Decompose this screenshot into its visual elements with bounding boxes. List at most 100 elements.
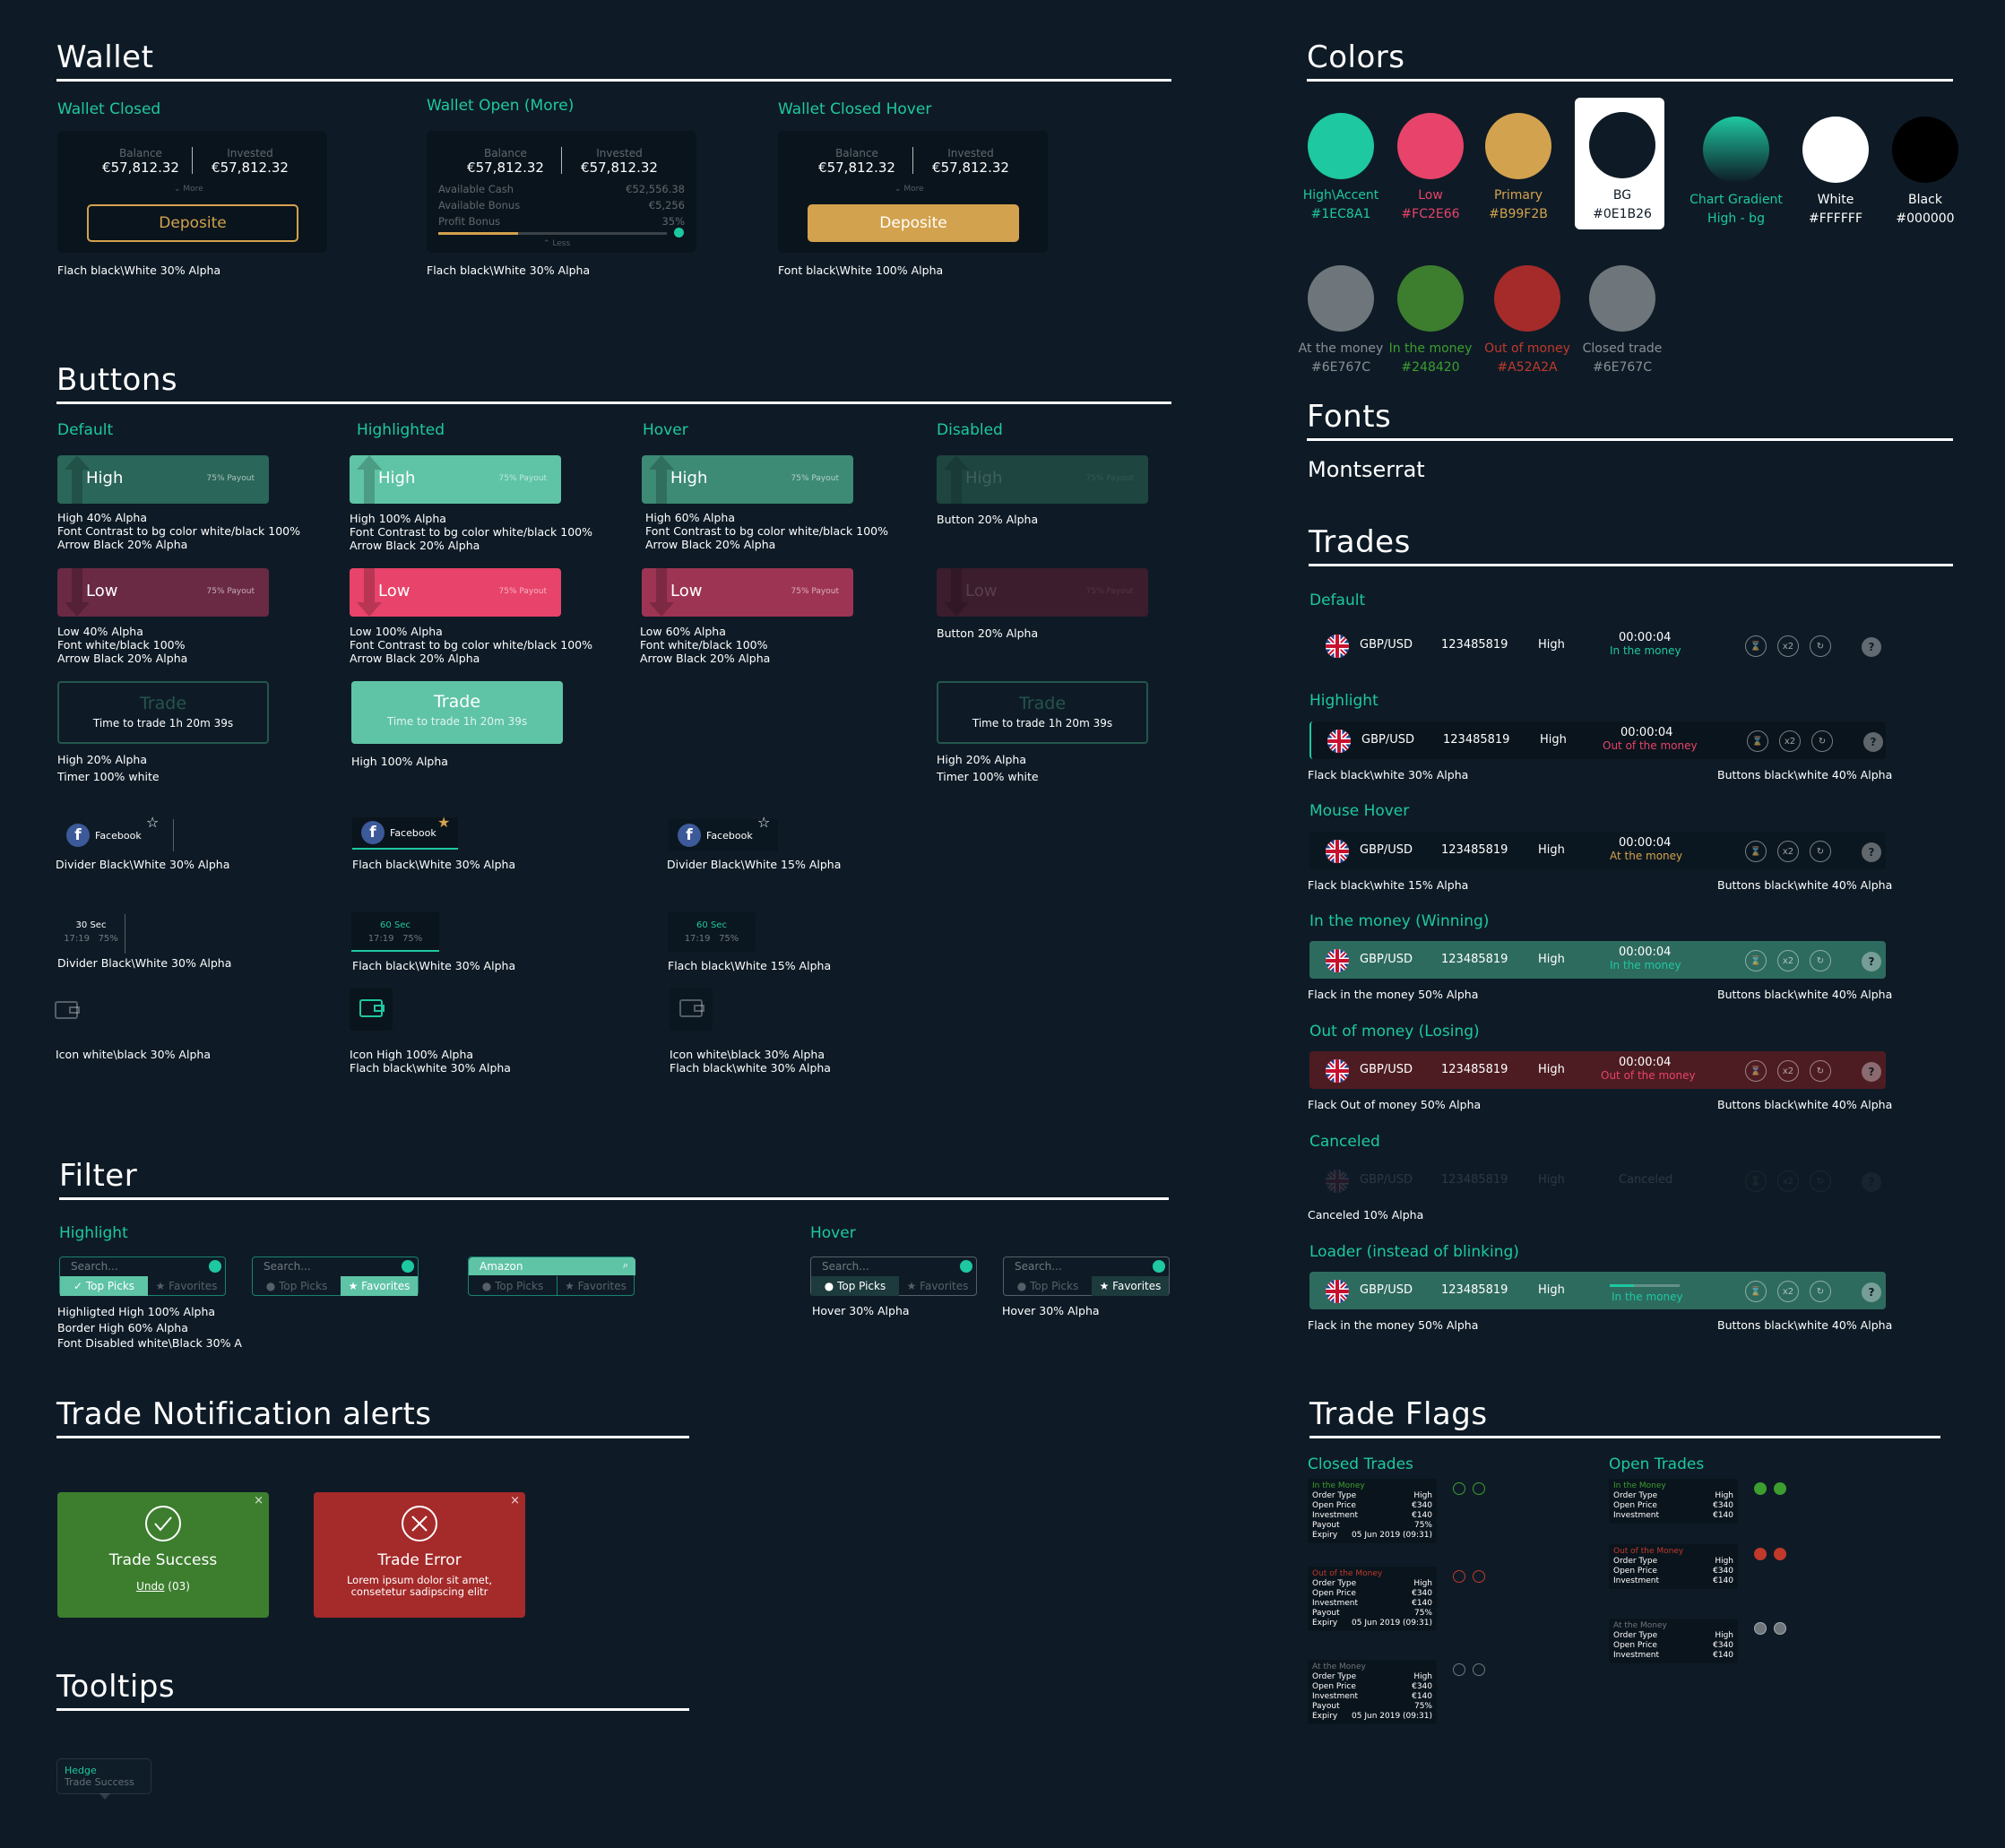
asset-button-hover[interactable]: f Facebook [669, 819, 778, 851]
tab-top-picks[interactable]: ✓ Top Picks [60, 1276, 148, 1296]
wallet-icon-hover[interactable] [670, 988, 713, 1031]
less-toggle[interactable]: ⌃ Less [543, 239, 571, 248]
wallet-open[interactable]: Balance €57,812.32 Invested €57,812.32 A… [427, 131, 696, 253]
tab-favorites[interactable]: ★ Favorites [557, 1276, 634, 1296]
undo-link[interactable]: Undo [136, 1580, 165, 1593]
timer-chip-default[interactable]: 30 Sec 17:19 75% [57, 914, 125, 954]
tab-top-picks[interactable]: ● Top Picks [265, 1280, 328, 1292]
low-button-hover[interactable]: Low 75% Payout [642, 568, 853, 617]
hourglass-icon[interactable]: ⌛ [1745, 635, 1767, 657]
trade-button-default[interactable]: Trade Time to trade 1h 20m 39s [57, 681, 269, 744]
checkmark-icon [145, 1506, 181, 1541]
tab-top-picks[interactable]: ● Top Picks [481, 1280, 544, 1292]
deposit-button[interactable]: Deposite [87, 204, 298, 242]
trade-highlighted-note: High 100% Alpha [351, 755, 448, 768]
wallet-hover[interactable]: Balance €57,812.32 Invested €57,812.32 ⌄… [778, 131, 1048, 253]
alert-title: Trade Success [108, 1551, 218, 1569]
double-up-icon[interactable]: x2 [1779, 730, 1801, 752]
high-button-hover[interactable]: High 75% Payout [642, 455, 853, 504]
wallet-icon-highlighted[interactable] [350, 988, 393, 1031]
search-input[interactable]: Search... [822, 1260, 869, 1273]
high-button-default[interactable]: High 75% Payout [57, 455, 269, 504]
trade-row[interactable]: GBP/USD 123485819 High 00:00:04 In the money… [1309, 626, 1886, 664]
star-outline-icon[interactable]: ☆ [146, 814, 160, 831]
tooltip: Hedge Trade Success [56, 1758, 151, 1794]
high-button-highlighted[interactable]: High 75% Payout [350, 455, 561, 504]
more-toggle[interactable]: ⌄ More [174, 185, 203, 194]
tab-top-picks[interactable]: ● Top Picks [811, 1276, 899, 1296]
bonus-value: €5,256 [648, 199, 685, 212]
search-input[interactable]: Search... [264, 1260, 311, 1273]
trade-row[interactable]: GBP/USD 123485819 High 00:00:04 In the money… [1309, 941, 1886, 979]
double-up-icon[interactable]: x2 [1777, 950, 1799, 971]
hedge-icon[interactable]: ↻ [1810, 1060, 1831, 1082]
help-icon[interactable]: ? [1862, 1282, 1881, 1302]
low-button-default[interactable]: Low 75% Payout [57, 568, 269, 617]
uk-flag-icon [1326, 1170, 1349, 1193]
hedge-icon[interactable]: ↻ [1810, 1170, 1831, 1192]
help-icon[interactable]: ? [1862, 842, 1881, 862]
wallet-closed[interactable]: Balance €57,812.32 Invested €57,812.32 ⌄… [57, 131, 327, 253]
flag-row-label: Order Type [1613, 1557, 1658, 1566]
search-input[interactable]: Search... [71, 1260, 118, 1273]
trade-row[interactable]: GBP/USD 123485819 High In the money ⌛ x2 ↻? [1309, 1272, 1886, 1309]
tab-favorites[interactable]: ★ Favorites [341, 1276, 418, 1296]
help-icon[interactable]: ? [1862, 1062, 1881, 1082]
high-hover-note: High 60% Alpha Font Contrast to bg color … [645, 511, 888, 551]
close-icon[interactable]: × [254, 1494, 264, 1507]
hedge-icon[interactable]: ↻ [1811, 730, 1833, 752]
trade-row[interactable]: GBP/USD 123485819 High 00:00:04 At the money… [1309, 832, 1886, 869]
double-up-icon[interactable]: x2 [1777, 1281, 1799, 1302]
double-up-icon[interactable]: x2 [1777, 1170, 1799, 1192]
tab-top-picks[interactable]: ● Top Picks [1016, 1280, 1079, 1292]
filter-widget-top-picks[interactable]: Search... ✓ Top Picks ★ Favorites [59, 1256, 226, 1296]
help-icon[interactable]: ? [1862, 952, 1881, 971]
timer-chip-hover[interactable]: 60 Sec 17:19 75% [668, 912, 756, 952]
trade-row[interactable]: GBP/USD 123485819 High Canceled ⌛ x2 ↻? [1309, 1161, 1886, 1199]
deposit-button[interactable]: Deposite [808, 204, 1019, 242]
help-icon[interactable]: ? [1862, 1172, 1881, 1192]
help-icon[interactable]: ? [1862, 637, 1881, 657]
star-outline-icon[interactable]: ☆ [757, 814, 771, 831]
search-icon[interactable] [960, 1260, 972, 1273]
search-input[interactable]: Search... [1015, 1260, 1062, 1273]
search-icon[interactable]: ⌕ [622, 1259, 628, 1271]
double-up-icon[interactable]: x2 [1777, 635, 1799, 657]
asset-button-default[interactable]: f Facebook [57, 819, 174, 851]
hourglass-icon[interactable]: ⌛ [1745, 1060, 1767, 1082]
trade-row[interactable]: GBP/USD 123485819 High 00:00:04 Out of the m… [1309, 1051, 1886, 1089]
tab-favorites[interactable]: ★ Favorites [1092, 1276, 1169, 1296]
wallet-icon-default[interactable] [47, 989, 90, 1032]
search-icon[interactable] [209, 1260, 221, 1273]
star-filled-icon[interactable]: ★ [437, 814, 451, 831]
more-toggle[interactable]: ⌄ More [894, 185, 924, 194]
hedge-icon[interactable]: ↻ [1810, 841, 1831, 862]
double-up-icon[interactable]: x2 [1777, 1060, 1799, 1082]
hourglass-icon[interactable]: ⌛ [1745, 841, 1767, 862]
help-icon[interactable]: ? [1863, 732, 1883, 752]
search-input[interactable]: Amazon [469, 1257, 635, 1275]
tab-favorites[interactable]: ★ Favorites [155, 1280, 218, 1292]
filter-widget-hover-top[interactable]: Search... ● Top Picks ★ Favorites [810, 1256, 977, 1296]
asset-button-highlighted[interactable]: f Facebook [352, 817, 458, 850]
filter-widget-hover-fav[interactable]: Search... ● Top Picks ★ Favorites [1003, 1256, 1170, 1296]
tab-favorites[interactable]: ★ Favorites [906, 1280, 969, 1292]
trade-row[interactable]: GBP/USD 123485819 High 00:00:04 Out of the m… [1309, 721, 1886, 759]
low-button-highlighted[interactable]: Low 75% Payout [350, 568, 561, 617]
hourglass-icon[interactable]: ⌛ [1747, 730, 1768, 752]
trade-button-highlighted[interactable]: Trade Time to trade 1h 20m 39s [351, 681, 563, 744]
flag-row-label: Investment [1312, 1692, 1358, 1701]
search-icon[interactable] [1153, 1260, 1165, 1273]
hedge-icon[interactable]: ↻ [1810, 950, 1831, 971]
search-icon[interactable] [402, 1260, 414, 1273]
hedge-icon[interactable]: ↻ [1810, 1281, 1831, 1302]
filter-widget-favorites[interactable]: Search... ● Top Picks ★ Favorites [252, 1256, 419, 1296]
hedge-icon[interactable]: ↻ [1810, 635, 1831, 657]
hourglass-icon[interactable]: ⌛ [1745, 1281, 1767, 1302]
hourglass-icon[interactable]: ⌛ [1745, 950, 1767, 971]
hourglass-icon[interactable]: ⌛ [1745, 1170, 1767, 1192]
timer-chip-highlighted[interactable]: 60 Sec 17:19 75% [351, 912, 439, 952]
filter-widget-typed[interactable]: Amazon ⌕ ● Top Picks ★ Favorites [468, 1256, 635, 1296]
close-icon[interactable]: × [510, 1494, 520, 1507]
double-up-icon[interactable]: x2 [1777, 841, 1799, 862]
